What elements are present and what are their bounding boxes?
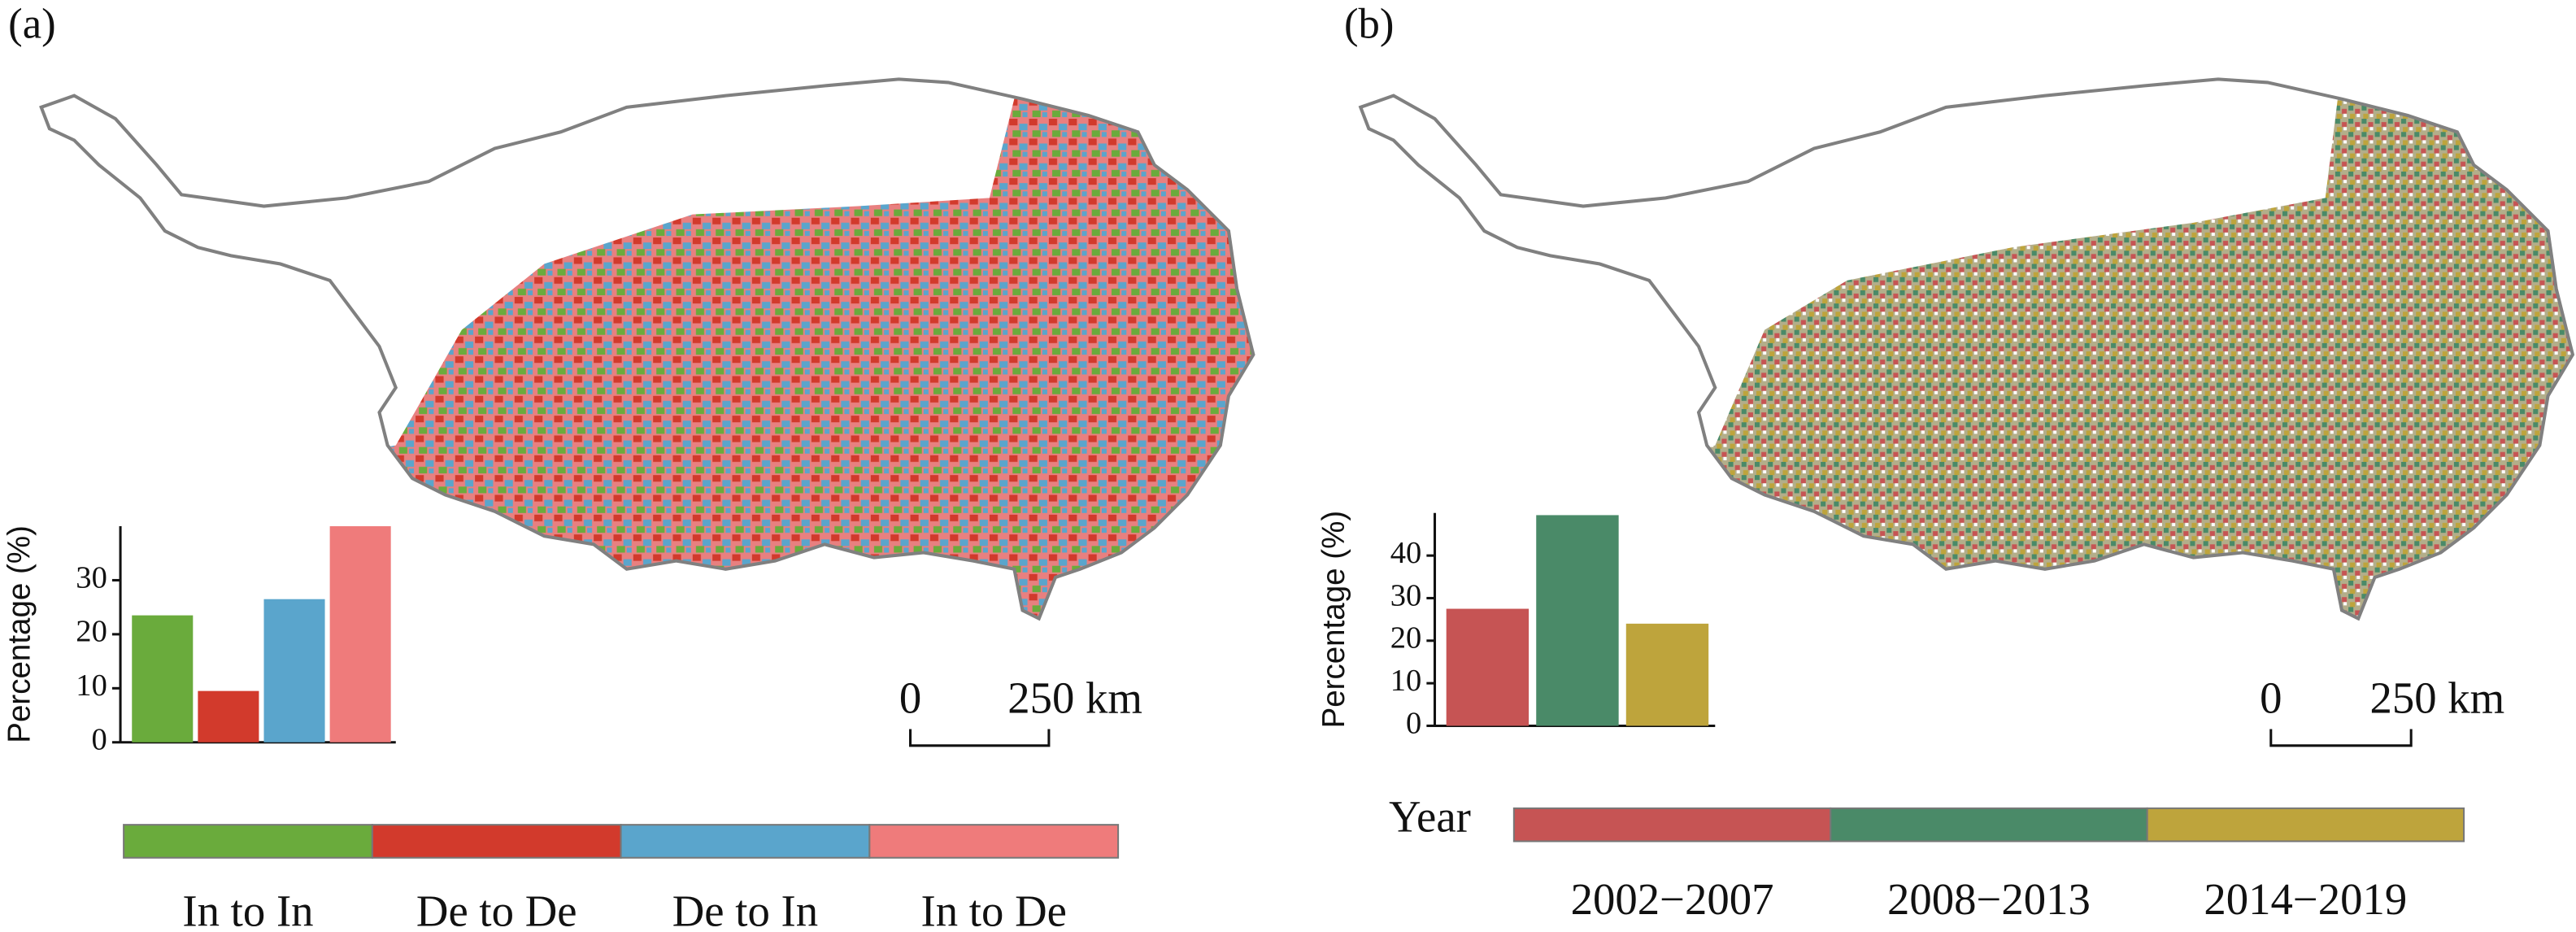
y-tick-label: 10 (76, 669, 107, 703)
legend-label: 2008−2013 (1887, 874, 2091, 924)
bar (263, 599, 325, 743)
bar (1446, 608, 1530, 726)
y-tick-label: 0 (92, 723, 107, 757)
y-tick-label: 20 (76, 615, 107, 649)
scale-label: 0 (899, 673, 921, 723)
y-axis-label: Percentage (%) (2, 525, 37, 743)
scale-label: 250 km (1007, 673, 1142, 723)
y-tick-label: 20 (1390, 621, 1422, 655)
bar (132, 615, 194, 743)
map-b (1320, 66, 2573, 618)
bar (198, 690, 259, 743)
bar (329, 526, 391, 743)
legend-label: De to In (672, 886, 818, 932)
legend-swatch (1830, 807, 2148, 843)
legend-title: Year (1389, 792, 1471, 842)
y-axis-label: Percentage (%) (1316, 511, 1351, 729)
legend-label: In to De (921, 886, 1067, 932)
scale-label: 0 (2260, 673, 2282, 723)
legend-label: 2014−2019 (2204, 874, 2407, 924)
legend-swatch (123, 824, 373, 859)
bar (1536, 515, 1619, 726)
panel-label: (b) (1344, 1, 1394, 48)
y-tick-label: 30 (76, 560, 107, 594)
legend-label: 2002−2007 (1571, 874, 1774, 924)
legend-swatch (371, 824, 622, 859)
legend-label: In to In (182, 886, 313, 932)
panel-label: (a) (8, 1, 56, 48)
bar (1625, 623, 1709, 726)
legend-swatch (620, 824, 871, 859)
map-a (0, 66, 1253, 618)
legend-swatch (1512, 807, 1832, 843)
scale-bar (2269, 729, 2413, 747)
legend-swatch (868, 824, 1120, 859)
scale-label: 250 km (2369, 673, 2504, 723)
scale-bar (909, 729, 1051, 747)
y-tick-label: 40 (1390, 536, 1422, 570)
legend-swatch (2146, 807, 2465, 843)
y-tick-label: 30 (1390, 578, 1422, 612)
legend-label: De to De (416, 886, 577, 932)
y-tick-label: 10 (1390, 664, 1422, 698)
y-tick-label: 0 (1406, 706, 1421, 740)
